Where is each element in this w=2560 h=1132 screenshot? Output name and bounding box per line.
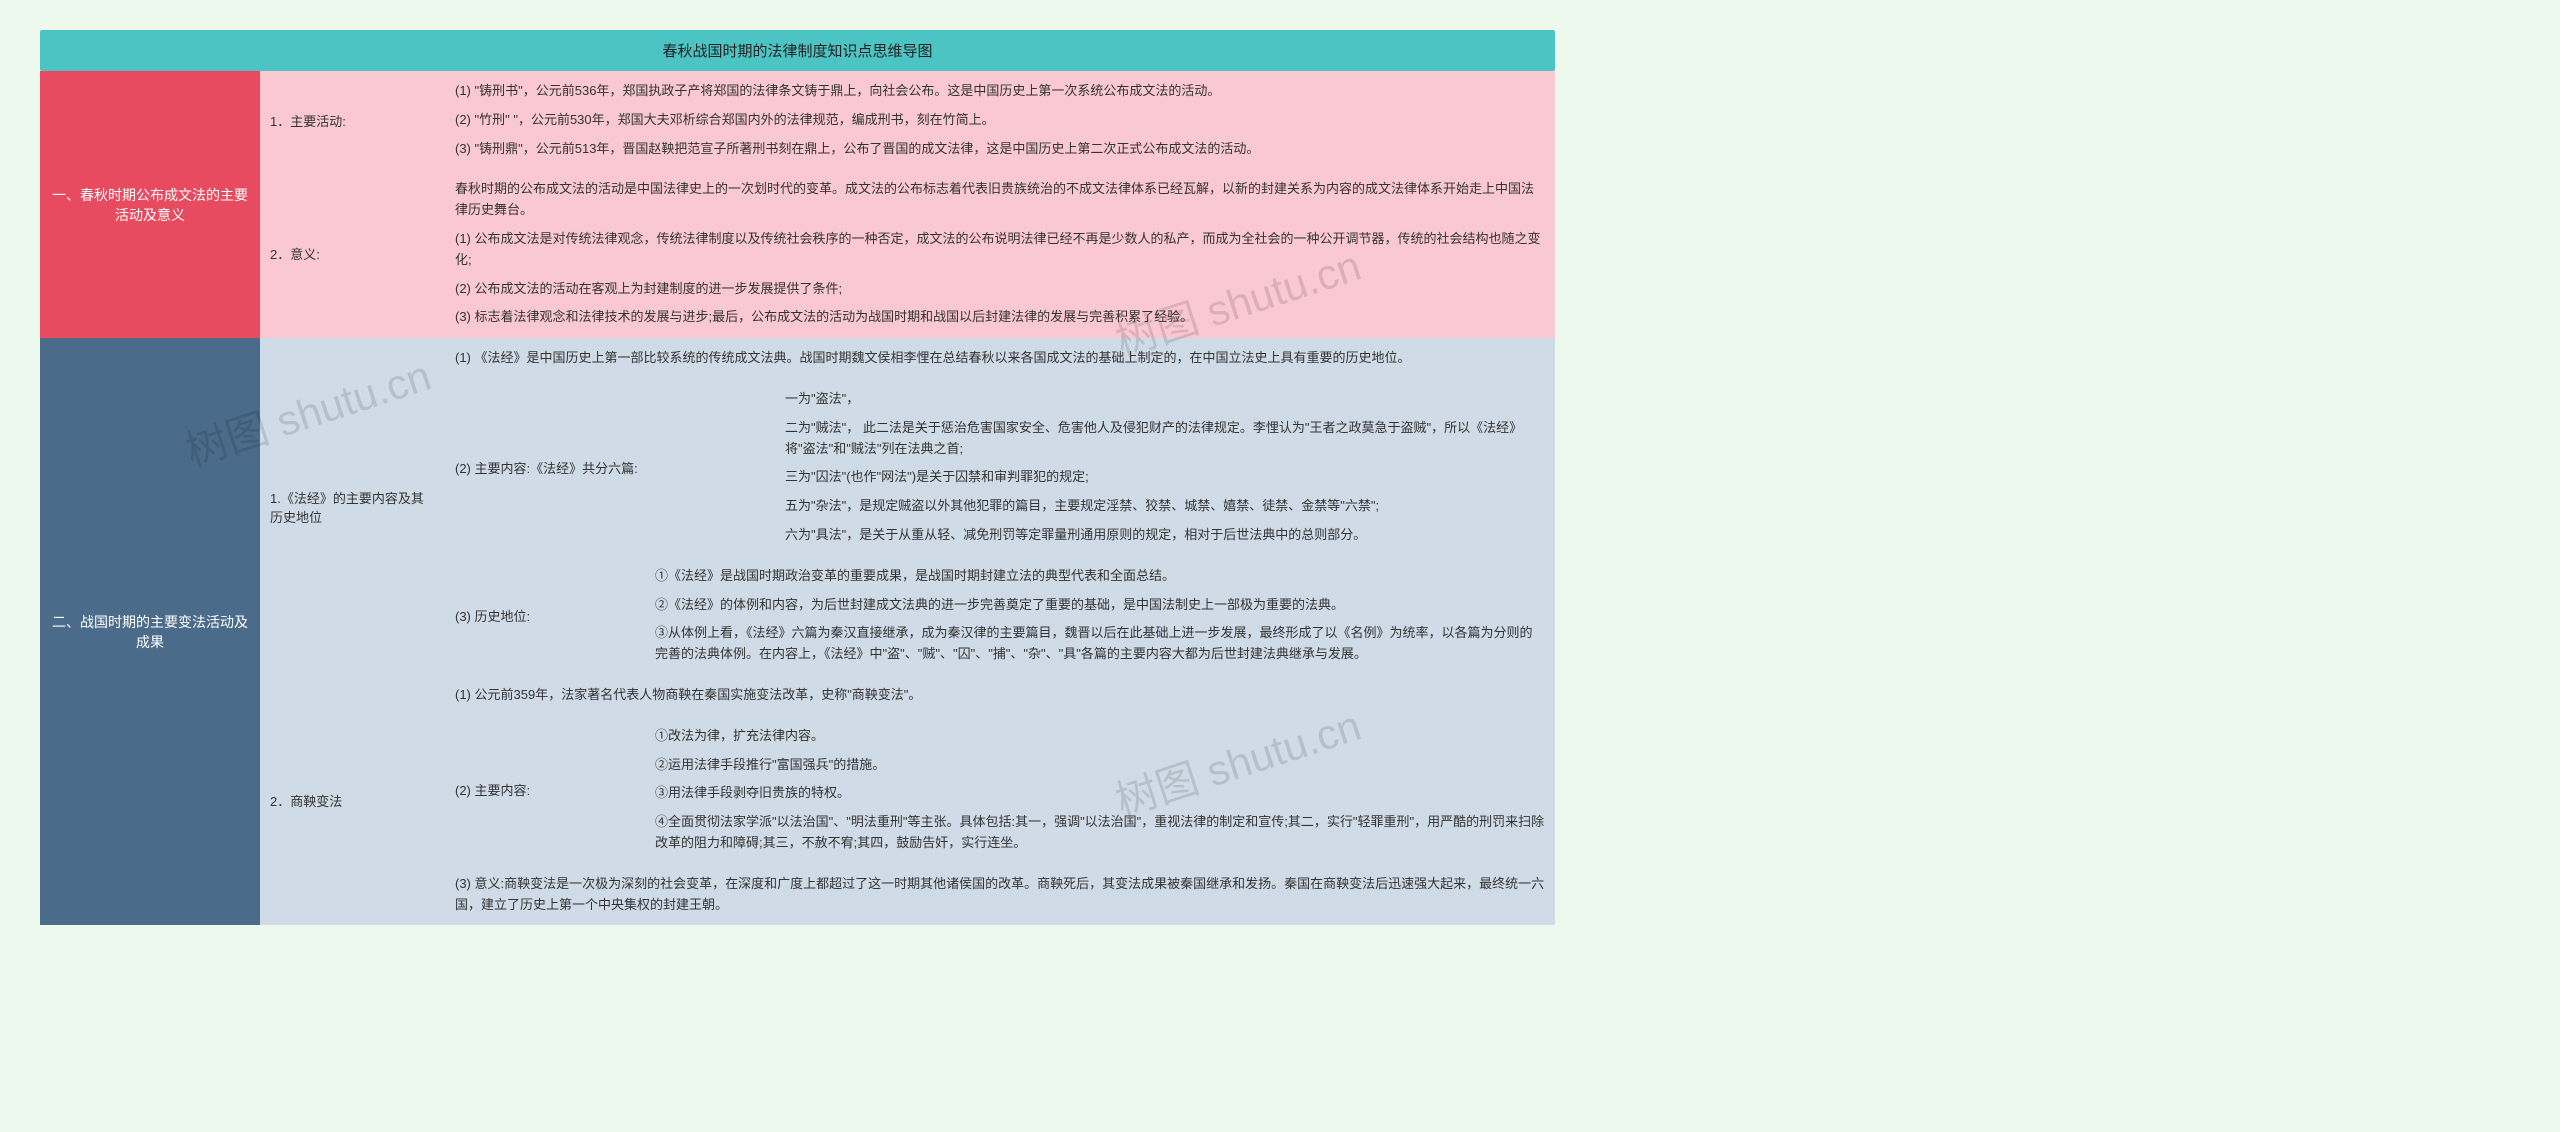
node-b-1-1: (2) 主要内容:《法经》共分六篇: 一为"盗法"， 二为"贼法"， 此二法是关… — [445, 379, 1555, 556]
leaf: (1) 《法经》是中国历史上第一部比较系统的传统成文法典。战国时期魏文侯相李悝在… — [455, 344, 1545, 373]
leaf: ③用法律手段剥夺旧贵族的特权。 — [655, 779, 1545, 808]
leaf: ①改法为律，扩充法律内容。 — [655, 722, 1545, 751]
node-b-1-1-label: (2) 主要内容:《法经》共分六篇: — [445, 379, 775, 556]
node-b-2-2: (3) 意义:商鞅变法是一次极为深刻的社会变革，在深度和广度上都超过了这一时期其… — [445, 864, 1555, 926]
leaf: ④全面贯彻法家学派"以法治国"、"明法重刑"等主张。具体包括:其一，强调"以法治… — [655, 808, 1545, 858]
node-a-2-label: 2．意义: — [260, 169, 445, 338]
leaf: ②《法经》的体例和内容，为后世封建成文法典的进一步完善奠定了重要的基础，是中国法… — [655, 591, 1545, 620]
node-b-1: 1.《法经》的主要内容及其历史地位 (1) 《法经》是中国历史上第一部比较系统的… — [260, 338, 1555, 675]
mindmap-canvas: 春秋战国时期的法律制度知识点思维导图 一、春秋时期公布成文法的主要活动及意义 1… — [40, 30, 1555, 925]
node-b-1-2: (3) 历史地位: ①《法经》是战国时期政治变革的重要成果，是战国时期封建立法的… — [445, 556, 1555, 675]
node-b-1-label: 1.《法经》的主要内容及其历史地位 — [260, 338, 445, 675]
leaf: (1) 公布成文法是对传统法律观念，传统法律制度以及传统社会秩序的一种否定，成文… — [455, 225, 1545, 275]
node-a-1: 1．主要活动: (1) "铸刑书"，公元前536年，郑国执政子产将郑国的法律条文… — [260, 71, 1555, 169]
leaf: 春秋时期的公布成文法的活动是中国法律史上的一次划时代的变革。成文法的公布标志着代… — [455, 175, 1545, 225]
diagram-title: 春秋战国时期的法律制度知识点思维导图 — [40, 30, 1555, 71]
leaf: ②运用法律手段推行"富国强兵"的措施。 — [655, 751, 1545, 780]
leaf: (1) "铸刑书"，公元前536年，郑国执政子产将郑国的法律条文铸于鼎上，向社会… — [455, 77, 1545, 106]
node-a-2: 2．意义: 春秋时期的公布成文法的活动是中国法律史上的一次划时代的变革。成文法的… — [260, 169, 1555, 338]
leaf: (1) 公元前359年，法家著名代表人物商鞅在秦国实施变法改革，史称"商鞅变法"… — [455, 681, 1545, 710]
section-b: 二、战国时期的主要变法活动及成果 1.《法经》的主要内容及其历史地位 (1) 《… — [40, 338, 1555, 925]
leaf: ①《法经》是战国时期政治变革的重要成果，是战国时期封建立法的典型代表和全面总结。 — [655, 562, 1545, 591]
leaf: 二为"贼法"， 此二法是关于惩治危害国家安全、危害他人及侵犯财产的法律规定。李悝… — [785, 414, 1545, 464]
leaf: (3) "铸刑鼎"，公元前513年，晋国赵鞅把范宣子所著刑书刻在鼎上，公布了晋国… — [455, 135, 1545, 164]
section-a-label: 一、春秋时期公布成文法的主要活动及意义 — [40, 71, 260, 338]
leaf: (3) 标志着法律观念和法律技术的发展与进步;最后，公布成文法的活动为战国时期和… — [455, 303, 1545, 332]
leaf: 五为"杂法"，是规定贼盗以外其他犯罪的篇目，主要规定淫禁、狡禁、城禁、嬉禁、徒禁… — [785, 492, 1545, 521]
node-a-1-label: 1．主要活动: — [260, 71, 445, 169]
node-b-2-1: (2) 主要内容: ①改法为律，扩充法律内容。 ②运用法律手段推行"富国强兵"的… — [445, 716, 1555, 864]
leaf: 三为"囚法"(也作"网法")是关于囚禁和审判罪犯的规定; — [785, 463, 1545, 492]
node-b-1-2-label: (3) 历史地位: — [445, 556, 645, 675]
leaf: 六为"具法"，是关于从重从轻、减免刑罚等定罪量刑通用原则的规定，相对于后世法典中… — [785, 521, 1545, 550]
leaf: (2) 公布成文法的活动在客观上为封建制度的进一步发展提供了条件; — [455, 275, 1545, 304]
section-a: 一、春秋时期公布成文法的主要活动及意义 1．主要活动: (1) "铸刑书"，公元… — [40, 71, 1555, 338]
node-b-2-1-label: (2) 主要内容: — [445, 716, 645, 864]
node-b-2-label: 2．商鞅变法 — [260, 675, 445, 925]
node-b-2: 2．商鞅变法 (1) 公元前359年，法家著名代表人物商鞅在秦国实施变法改革，史… — [260, 675, 1555, 925]
node-b-2-0: (1) 公元前359年，法家著名代表人物商鞅在秦国实施变法改革，史称"商鞅变法"… — [445, 675, 1555, 716]
leaf: 一为"盗法"， — [785, 385, 1545, 414]
leaf: (2) "竹刑" "，公元前530年，郑国大夫邓析综合郑国内外的法律规范，编成刑… — [455, 106, 1545, 135]
section-b-label: 二、战国时期的主要变法活动及成果 — [40, 338, 260, 925]
node-b-1-0: (1) 《法经》是中国历史上第一部比较系统的传统成文法典。战国时期魏文侯相李悝在… — [445, 338, 1555, 379]
leaf: (3) 意义:商鞅变法是一次极为深刻的社会变革，在深度和广度上都超过了这一时期其… — [455, 870, 1545, 920]
leaf: ③从体例上看，《法经》六篇为秦汉直接继承，成为秦汉律的主要篇目，魏晋以后在此基础… — [655, 619, 1545, 669]
